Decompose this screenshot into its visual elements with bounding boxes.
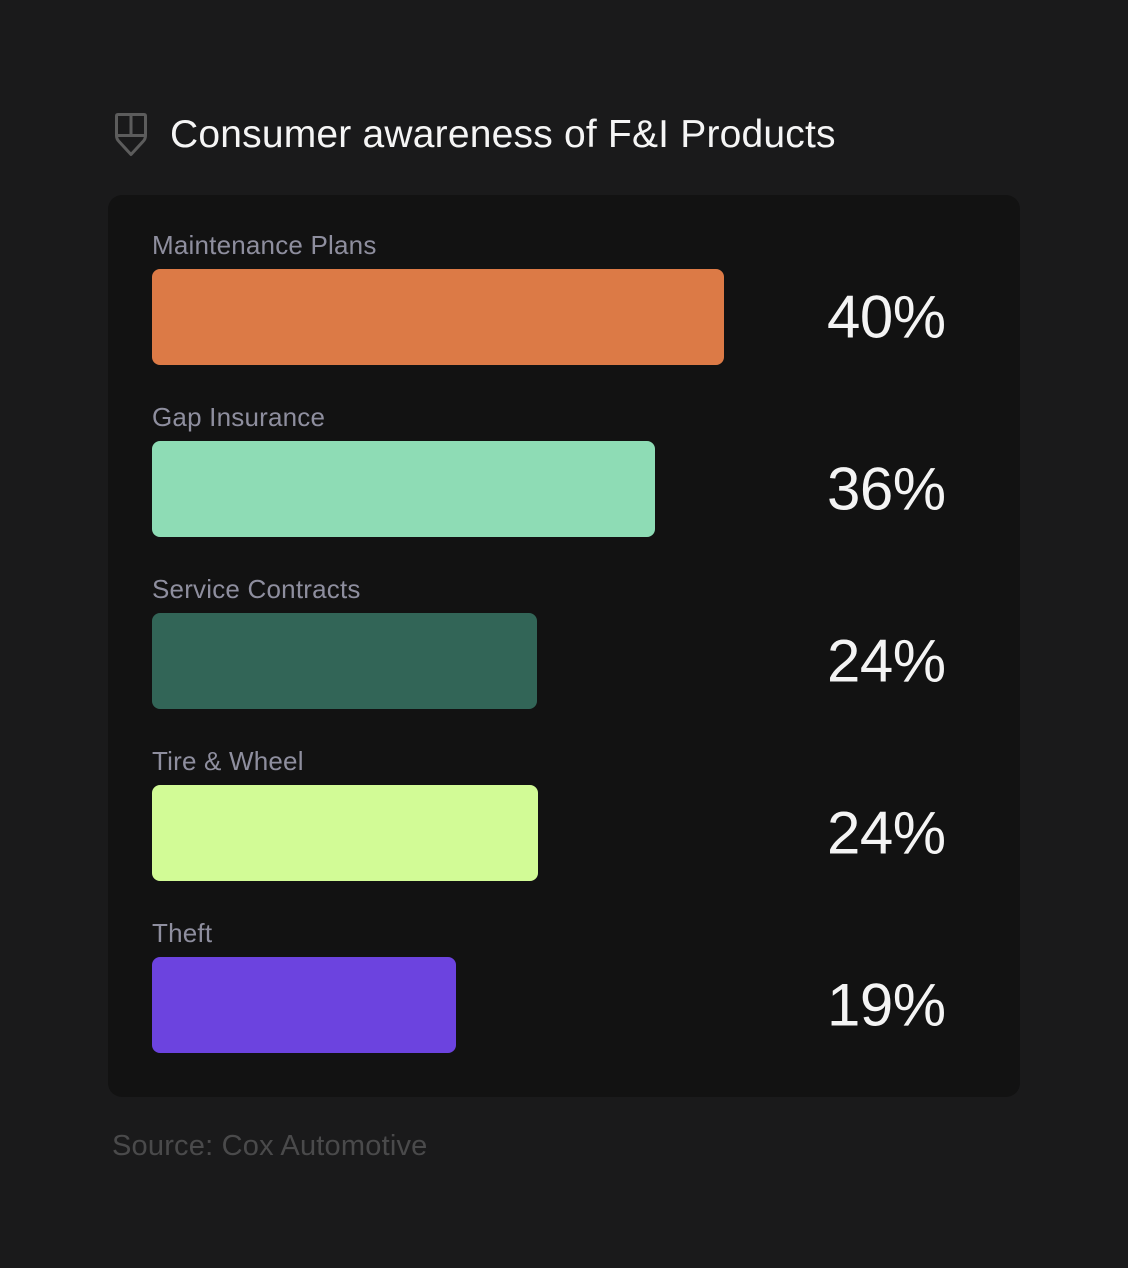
chart-row: Gap Insurance 36%: [152, 404, 976, 537]
page-title: Consumer awareness of F&I Products: [170, 113, 836, 156]
bar-value: 24%: [827, 799, 946, 867]
bar-label: Service Contracts: [152, 574, 361, 604]
bar-value: 36%: [827, 455, 946, 523]
bar-track: 24%: [152, 785, 976, 881]
bar-label: Theft: [152, 918, 213, 948]
bar-track: 24%: [152, 613, 976, 709]
chart-row: Maintenance Plans 40%: [152, 232, 976, 365]
chart-row: Tire & Wheel 24%: [152, 748, 976, 881]
bar-value: 19%: [827, 971, 946, 1039]
source-text: Source: Cox Automotive: [112, 1130, 428, 1162]
bar-track: 40%: [152, 269, 976, 365]
chart-panel: Maintenance Plans 40% Gap Insurance 36% Serv…: [108, 195, 1020, 1097]
bar-label: Tire & Wheel: [152, 746, 304, 776]
bar-track: 36%: [152, 441, 976, 537]
chart-rows: Maintenance Plans 40% Gap Insurance 36% Serv…: [152, 232, 976, 1053]
chart-header: Consumer awareness of F&I Products: [112, 108, 836, 162]
shield-icon: [112, 108, 150, 162]
bar: [152, 957, 456, 1053]
chart-row: Service Contracts 24%: [152, 576, 976, 709]
bar: [152, 785, 538, 881]
bar: [152, 441, 655, 537]
bar-label: Gap Insurance: [152, 402, 326, 432]
bar: [152, 613, 537, 709]
bar-track: 19%: [152, 957, 976, 1053]
chart-row: Theft 19%: [152, 920, 976, 1053]
bar-value: 40%: [827, 283, 946, 351]
bar: [152, 269, 724, 365]
bar-value: 24%: [827, 627, 946, 695]
bar-label: Maintenance Plans: [152, 230, 377, 260]
